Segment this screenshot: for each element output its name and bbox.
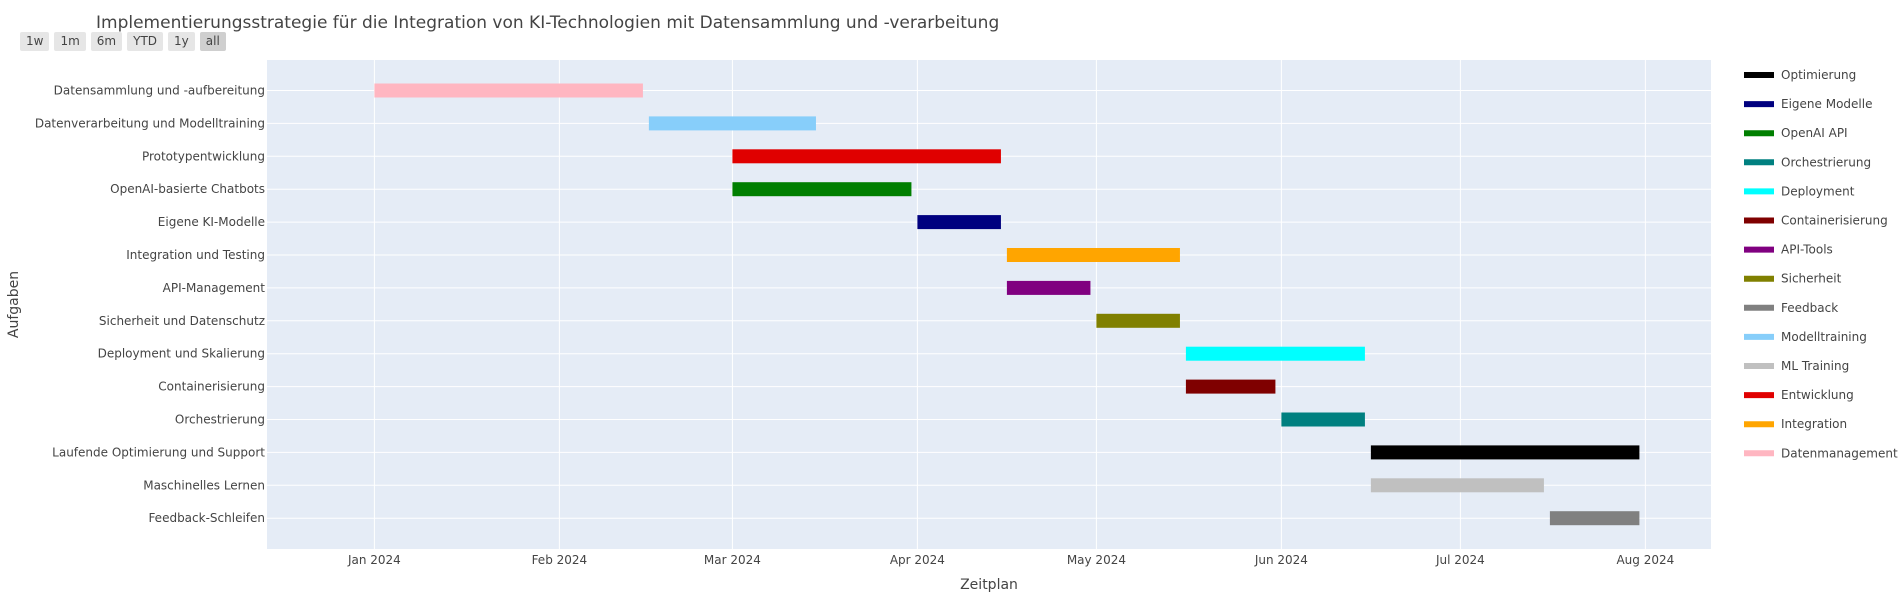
legend-item[interactable]: Containerisierung: [1744, 214, 1888, 228]
legend-label: Orchestrierung: [1781, 155, 1871, 169]
legend-item[interactable]: Optimierung: [1744, 68, 1856, 82]
y-axis-label: Aufgaben: [6, 271, 22, 338]
task-bar[interactable]: [917, 215, 1001, 230]
y-tick-label: Eigene KI-Modelle: [158, 215, 265, 229]
legend-label: Deployment: [1781, 184, 1855, 198]
x-axis-label: Zeitplan: [960, 577, 1018, 593]
legend-label: Datenmanagement: [1781, 446, 1898, 460]
x-tick-label: Feb 2024: [532, 553, 588, 567]
legend-item[interactable]: Orchestrierung: [1744, 155, 1871, 169]
x-axis-ticks: Jan 2024 Feb 2024 Mar 2024 Apr 2024 May 2024…: [347, 553, 1674, 567]
legend-item[interactable]: API-Tools: [1744, 243, 1833, 257]
legend-item[interactable]: Modelltraining: [1744, 330, 1867, 344]
range-selector: 1w 1m 6m YTD 1y all: [20, 32, 226, 51]
legend-item[interactable]: OpenAI API: [1744, 126, 1848, 140]
plot-background: [267, 60, 1711, 549]
task-bar[interactable]: [374, 83, 643, 98]
legend-item[interactable]: Eigene Modelle: [1744, 97, 1872, 111]
x-tick-label: May 2024: [1067, 553, 1126, 567]
y-tick-label: Sicherheit und Datenschutz: [99, 314, 265, 328]
y-tick-label: Datensammlung und -aufbereitung: [54, 84, 265, 98]
y-tick-label: Orchestrierung: [175, 413, 265, 427]
task-bar[interactable]: [1185, 346, 1365, 361]
task-bar[interactable]: [1006, 280, 1091, 295]
task-bar[interactable]: [1370, 478, 1544, 493]
legend-item[interactable]: Entwicklung: [1744, 388, 1854, 402]
range-button-all[interactable]: all: [199, 32, 226, 51]
y-tick-label: Maschinelles Lernen: [143, 478, 265, 492]
legend-item[interactable]: ML Training: [1744, 359, 1849, 373]
legend-item[interactable]: Deployment: [1744, 184, 1855, 198]
x-tick-label: Mar 2024: [704, 553, 761, 567]
chart-title: Implementierungsstrategie für die Integr…: [96, 13, 1000, 33]
x-tick-label: Aug 2024: [1616, 553, 1674, 567]
legend-label: OpenAI API: [1781, 126, 1848, 140]
range-button-1y[interactable]: 1y: [168, 32, 195, 51]
task-bar[interactable]: [1549, 511, 1640, 526]
legend-item[interactable]: Datenmanagement: [1744, 446, 1898, 460]
legend-label: Optimierung: [1781, 68, 1856, 82]
range-button-ytd[interactable]: YTD: [127, 32, 164, 51]
legend: Optimierung Eigene Modelle OpenAI API Orche…: [1744, 68, 1898, 460]
task-bar[interactable]: [1281, 412, 1365, 427]
y-tick-label: Feedback-Schleifen: [148, 511, 265, 525]
task-bar[interactable]: [648, 116, 816, 131]
legend-label: Eigene Modelle: [1781, 97, 1872, 111]
task-bar[interactable]: [732, 182, 912, 197]
y-tick-label: API-Management: [163, 281, 266, 295]
x-tick-label: Apr 2024: [890, 553, 945, 567]
y-tick-label: Containerisierung: [158, 380, 265, 394]
y-tick-label: OpenAI-basierte Chatbots: [110, 182, 265, 196]
range-button-6m[interactable]: 6m: [90, 32, 123, 51]
legend-label: ML Training: [1781, 359, 1849, 373]
legend-label: Integration: [1781, 417, 1847, 431]
legend-item[interactable]: Integration: [1744, 417, 1847, 431]
legend-label: API-Tools: [1781, 243, 1833, 257]
legend-label: Modelltraining: [1781, 330, 1867, 344]
x-tick-label: Jun 2024: [1254, 553, 1308, 567]
x-tick-label: Jul 2024: [1435, 553, 1485, 567]
legend-item[interactable]: Feedback: [1744, 301, 1838, 315]
task-bar[interactable]: [1185, 379, 1276, 394]
task-bars: [374, 83, 1640, 526]
task-bar[interactable]: [732, 149, 1001, 164]
y-tick-label: Prototypentwicklung: [142, 149, 265, 163]
y-tick-label: Datenverarbeitung und Modelltraining: [35, 116, 265, 130]
task-bar[interactable]: [1006, 248, 1180, 262]
x-tick-label: Jan 2024: [347, 553, 401, 567]
y-tick-label: Laufende Optimierung und Support: [52, 445, 265, 459]
y-tick-label: Deployment und Skalierung: [98, 347, 265, 361]
legend-label: Entwicklung: [1781, 388, 1854, 402]
legend-label: Containerisierung: [1781, 214, 1888, 228]
task-bar[interactable]: [1370, 445, 1640, 460]
legend-item[interactable]: Sicherheit: [1744, 272, 1842, 286]
y-tick-label: Integration und Testing: [126, 248, 265, 262]
y-axis-ticks: Datensammlung und -aufbereitung Datenvera…: [35, 84, 265, 526]
legend-label: Feedback: [1781, 301, 1838, 315]
range-button-1w[interactable]: 1w: [20, 32, 50, 51]
task-bar[interactable]: [1096, 313, 1180, 328]
range-button-1m[interactable]: 1m: [54, 32, 86, 51]
legend-label: Sicherheit: [1781, 272, 1842, 286]
